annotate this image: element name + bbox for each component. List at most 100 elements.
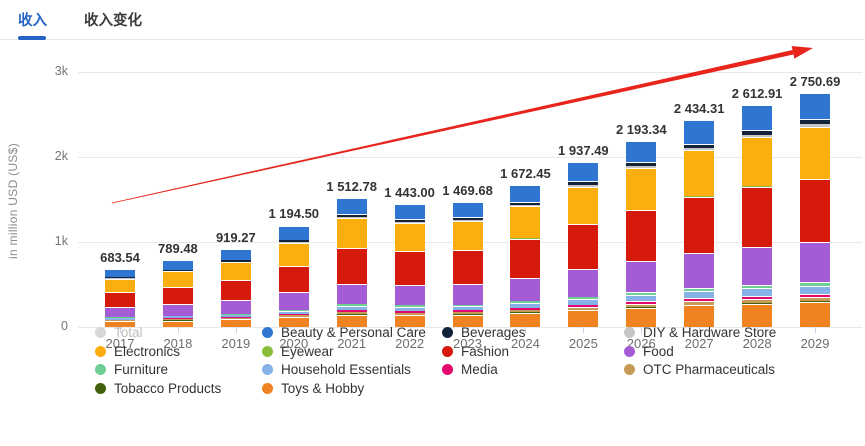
legend-item-diy-hardware-store[interactable]: DIY & Hardware Store: [624, 325, 855, 340]
segment-fashion[interactable]: [684, 197, 715, 253]
segment-fashion[interactable]: [220, 280, 251, 301]
segment-media[interactable]: [800, 293, 831, 298]
segment-food[interactable]: [684, 252, 715, 289]
segment-fashion[interactable]: [626, 210, 657, 261]
segment-otc-pharmaceuticals[interactable]: [510, 309, 541, 313]
segment-otc-pharmaceuticals[interactable]: [452, 312, 483, 315]
segment-electronics[interactable]: [452, 221, 483, 250]
segment-food[interactable]: [800, 241, 831, 283]
segment-otc-pharmaceuticals[interactable]: [568, 306, 599, 310]
bar-2018[interactable]: [162, 259, 193, 327]
segment-toys-hobby[interactable]: [626, 307, 657, 327]
segment-electronics[interactable]: [336, 218, 367, 248]
segment-otc-pharmaceuticals[interactable]: [394, 312, 425, 315]
segment-fashion[interactable]: [800, 179, 831, 242]
segment-toys-hobby[interactable]: [105, 321, 135, 327]
legend-item-media[interactable]: Media: [442, 362, 624, 377]
segment-tobacco-products[interactable]: [626, 307, 657, 308]
segment-tobacco-products[interactable]: [684, 304, 715, 306]
segment-household-essentials[interactable]: [626, 294, 657, 302]
segment-otc-pharmaceuticals[interactable]: [336, 312, 367, 315]
segment-electronics[interactable]: [162, 271, 193, 287]
segment-toys-hobby[interactable]: [394, 315, 425, 327]
segment-household-essentials[interactable]: [336, 305, 367, 311]
segment-beverages[interactable]: [162, 269, 193, 271]
segment-diy-hardware-store[interactable]: [452, 219, 483, 222]
segment-otc-pharmaceuticals[interactable]: [626, 304, 657, 308]
bar-2029[interactable]: [800, 93, 831, 327]
legend-item-total[interactable]: Total: [95, 325, 262, 340]
segment-toys-hobby[interactable]: [684, 305, 715, 327]
segment-household-essentials[interactable]: [162, 316, 193, 319]
bar-2024[interactable]: [510, 184, 541, 327]
segment-media[interactable]: [452, 310, 483, 313]
segment-electronics[interactable]: [626, 167, 657, 210]
segment-beverages[interactable]: [105, 277, 135, 279]
segment-media[interactable]: [626, 301, 657, 305]
segment-eyewear[interactable]: [800, 178, 831, 180]
bar-2025[interactable]: [568, 162, 599, 327]
segment-toys-hobby[interactable]: [510, 312, 541, 327]
segment-fashion[interactable]: [162, 286, 193, 305]
bar-2021[interactable]: [336, 198, 367, 327]
segment-diy-hardware-store[interactable]: [510, 204, 541, 207]
bar-2022[interactable]: [394, 204, 425, 327]
segment-diy-hardware-store[interactable]: [105, 278, 135, 279]
segment-toys-hobby[interactable]: [162, 320, 193, 327]
segment-toys-hobby[interactable]: [742, 303, 773, 327]
segment-otc-pharmaceuticals[interactable]: [800, 297, 831, 302]
legend-item-fashion[interactable]: Fashion: [442, 344, 624, 359]
segment-media[interactable]: [105, 319, 135, 321]
segment-household-essentials[interactable]: [278, 310, 309, 314]
segment-household-essentials[interactable]: [220, 314, 251, 317]
legend-item-beverages[interactable]: Beverages: [442, 325, 624, 340]
segment-food[interactable]: [394, 285, 425, 306]
segment-household-essentials[interactable]: [452, 306, 483, 311]
legend-item-tobacco-products[interactable]: Tobacco Products: [95, 381, 262, 396]
segment-media[interactable]: [336, 310, 367, 313]
segment-furniture[interactable]: [742, 285, 773, 289]
segment-media[interactable]: [394, 310, 425, 313]
legend-item-eyewear[interactable]: Eyewear: [262, 344, 442, 359]
segment-household-essentials[interactable]: [510, 302, 541, 308]
segment-furniture[interactable]: [800, 282, 831, 286]
segment-fashion[interactable]: [278, 266, 309, 293]
segment-diy-hardware-store[interactable]: [800, 124, 831, 127]
segment-food[interactable]: [278, 292, 309, 310]
segment-media[interactable]: [684, 298, 715, 302]
tab-revenue-change[interactable]: 收入变化: [84, 13, 142, 29]
segment-diy-hardware-store[interactable]: [278, 241, 309, 243]
segment-eyewear[interactable]: [626, 209, 657, 211]
segment-media[interactable]: [278, 313, 309, 316]
segment-beauty-personal-care[interactable]: [742, 105, 773, 130]
segment-beauty-personal-care[interactable]: [336, 198, 367, 214]
segment-furniture[interactable]: [336, 304, 367, 306]
segment-beauty-personal-care[interactable]: [220, 248, 251, 261]
segment-fashion[interactable]: [336, 248, 367, 284]
segment-media[interactable]: [510, 307, 541, 310]
segment-food[interactable]: [162, 304, 193, 316]
segment-food[interactable]: [510, 277, 541, 301]
segment-electronics[interactable]: [220, 262, 251, 281]
segment-fashion[interactable]: [452, 249, 483, 285]
segment-furniture[interactable]: [162, 315, 193, 317]
bar-2019[interactable]: [220, 248, 251, 327]
segment-tobacco-products[interactable]: [800, 301, 831, 303]
segment-electronics[interactable]: [568, 186, 599, 224]
segment-toys-hobby[interactable]: [800, 302, 831, 327]
segment-beauty-personal-care[interactable]: [278, 225, 309, 240]
segment-media[interactable]: [220, 316, 251, 318]
segment-electronics[interactable]: [510, 206, 541, 239]
segment-otc-pharmaceuticals[interactable]: [742, 299, 773, 304]
segment-beverages[interactable]: [452, 217, 483, 220]
segment-household-essentials[interactable]: [742, 288, 773, 297]
segment-electronics[interactable]: [105, 278, 135, 293]
segment-diy-hardware-store[interactable]: [162, 270, 193, 272]
legend-item-household-essentials[interactable]: Household Essentials: [262, 362, 442, 377]
segment-beauty-personal-care[interactable]: [162, 259, 193, 270]
segment-beauty-personal-care[interactable]: [684, 120, 715, 144]
segment-food[interactable]: [105, 307, 135, 318]
segment-tobacco-products[interactable]: [742, 303, 773, 304]
segment-beverages[interactable]: [336, 213, 367, 217]
segment-food[interactable]: [742, 246, 773, 286]
